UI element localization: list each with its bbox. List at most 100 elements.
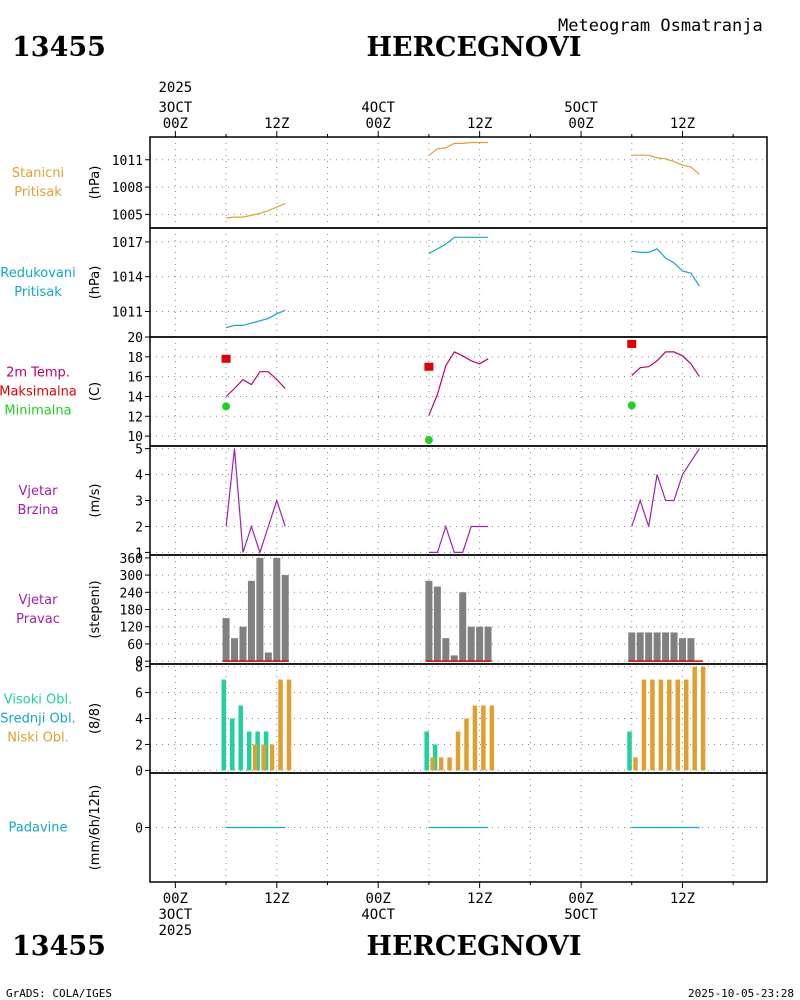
y-tick-label: 1014 xyxy=(112,271,143,286)
wind-direction-bar xyxy=(476,626,484,662)
y-tick-label: 10 xyxy=(127,430,143,445)
min-temp-point xyxy=(424,436,433,445)
cloud-bar-high xyxy=(432,744,438,771)
cloud-bar-low xyxy=(650,679,655,771)
panel-label: Maksimalna xyxy=(0,385,77,400)
y-tick-label: 1008 xyxy=(112,181,143,196)
top-time-label: 00Z xyxy=(366,116,391,132)
panel-label: Vjetar xyxy=(19,593,59,608)
top-time-label: 00Z xyxy=(568,116,593,132)
series-line-wind_speed xyxy=(225,448,286,555)
wind-direction-bar xyxy=(264,652,272,662)
series-line-temperature xyxy=(631,351,700,377)
cloud-bar-low xyxy=(472,705,478,771)
top-time-label: 00Z xyxy=(163,116,188,132)
cloud-bar-low xyxy=(252,744,258,771)
min-temp-point xyxy=(222,402,231,411)
y-tick-label: 20 xyxy=(127,331,143,346)
panel-frame xyxy=(149,772,768,883)
top-time-label: 12Z xyxy=(467,116,492,132)
wind-direction-bar xyxy=(281,575,289,662)
y-tick-label: 3 xyxy=(135,495,143,510)
cloud-bar-high xyxy=(627,731,632,771)
y-tick-label: 1011 xyxy=(112,305,143,320)
y-tick-label: 18 xyxy=(127,351,143,366)
y-tick-label: 360 xyxy=(120,552,143,567)
cloud-bar-low xyxy=(455,731,461,771)
cloud-bar-high xyxy=(255,731,260,771)
y-tick-label: 120 xyxy=(120,621,143,636)
cloud-bar-low xyxy=(430,757,435,771)
cloud-bar-high xyxy=(230,718,235,771)
cloud-bar-high xyxy=(221,679,227,771)
bottom-time-label: 2025 xyxy=(158,923,192,939)
cloud-bar-low xyxy=(641,679,647,771)
top-time-label: 12Z xyxy=(670,116,695,132)
unit-label: (8/8) xyxy=(88,703,103,734)
wind-direction-bar xyxy=(239,626,247,662)
top-time-label: 12Z xyxy=(264,116,289,132)
cloud-bar-high xyxy=(263,731,269,771)
panel-reduced_pressure xyxy=(145,227,768,338)
top-year-label: 2025 xyxy=(158,80,192,96)
cloud-bar-low xyxy=(692,666,697,771)
bottom-time-label: 00Z xyxy=(366,891,391,907)
top-time-label: 4OCT xyxy=(361,100,395,116)
wind-direction-bar xyxy=(433,586,441,662)
cloud-bar-low xyxy=(658,679,664,771)
header-station-id: 13455 xyxy=(12,32,106,63)
footer-station-id: 13455 xyxy=(12,931,106,962)
panel-temperature xyxy=(145,336,768,447)
panel-label: Vjetar xyxy=(19,484,59,499)
y-tick-label: 4 xyxy=(135,469,143,484)
y-tick-label: 1005 xyxy=(112,208,143,223)
y-tick-label: 14 xyxy=(127,390,143,405)
panel-wind_direction xyxy=(145,554,768,665)
wind-direction-bar xyxy=(273,557,281,662)
bottom-time-label: 00Z xyxy=(163,891,188,907)
unit-label: (m/s) xyxy=(88,484,103,518)
cloud-bar-high xyxy=(424,731,429,771)
panel-label: Minimalna xyxy=(4,404,71,419)
y-tick-label: 5 xyxy=(135,443,143,458)
series-line-reduced_pressure xyxy=(428,236,489,255)
panel-cloud_cover xyxy=(145,663,768,774)
wind-direction-bar xyxy=(231,638,239,662)
series-line-station_pressure xyxy=(428,141,489,156)
bottom-time-label: 5OCT xyxy=(564,907,598,923)
series-line-wind_speed xyxy=(631,448,700,527)
y-tick-label: 2 xyxy=(135,738,143,753)
wind-direction-bar xyxy=(670,632,678,662)
cloud-bar-high xyxy=(246,731,252,771)
bottom-time-label: 4OCT xyxy=(361,907,395,923)
footer-credit: GrADS: COLA/IGES xyxy=(6,987,112,1000)
panel-label: Padavine xyxy=(9,821,68,836)
cloud-bar-low xyxy=(438,757,444,771)
cloud-bar-low xyxy=(286,679,292,771)
wind-direction-bar xyxy=(645,632,653,662)
max-temp-point xyxy=(424,362,434,371)
y-tick-label: 1011 xyxy=(112,154,143,169)
wind-direction-bar xyxy=(459,592,467,662)
cloud-bar-low xyxy=(481,705,486,771)
wind-direction-bar xyxy=(467,626,475,662)
series-line-reduced_pressure xyxy=(225,309,286,329)
min-temp-point xyxy=(627,401,636,410)
series-line-wind_speed xyxy=(428,524,489,553)
wind-direction-bar xyxy=(653,632,661,662)
series-line-temperature xyxy=(225,371,286,397)
y-tick-label: 6 xyxy=(135,687,143,702)
cloud-bar-low xyxy=(683,679,689,771)
y-tick-label: 300 xyxy=(120,569,143,584)
panel-label: Srednji Obl. xyxy=(0,712,75,727)
panel-label: 2m Temp. xyxy=(6,366,70,381)
footer-timestamp: 2025-10-05-23:28 xyxy=(688,987,794,1000)
panel-frame xyxy=(149,227,768,338)
top-time-label: 5OCT xyxy=(564,100,598,116)
panel-wind_speed xyxy=(145,445,768,556)
wind-direction-bar xyxy=(247,580,255,662)
cloud-bar-low xyxy=(675,679,681,771)
panel-label: Pritisak xyxy=(14,285,62,300)
y-tick-label: 240 xyxy=(120,586,143,601)
